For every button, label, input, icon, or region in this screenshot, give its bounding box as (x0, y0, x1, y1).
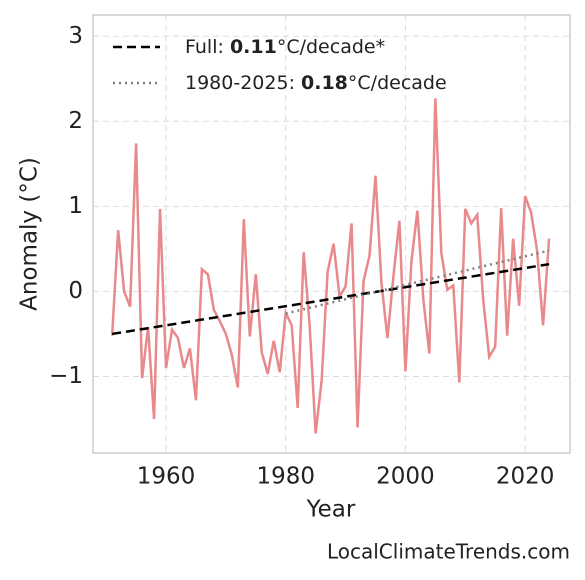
x-tick-label: 1960 (137, 464, 196, 490)
y-tick-label: 2 (68, 108, 83, 134)
y-tick-label: 1 (68, 193, 83, 219)
plot-frame (92, 14, 571, 454)
legend-label: Full: 0.11°C/decade* (185, 36, 385, 58)
footer: LocalClimateTrends.com (327, 540, 570, 564)
data-line (110, 98, 551, 434)
y-tick-label: 0 (68, 278, 83, 304)
x-axis-label: Year (306, 497, 356, 523)
x-tick-label: 2000 (376, 464, 435, 490)
y-axis-label: Anomaly (°C) (17, 157, 43, 311)
y-tick-label: −1 (49, 363, 83, 389)
x-tick-label: 2020 (496, 464, 555, 490)
x-tick-label: 1980 (256, 464, 315, 490)
y-tick-label: 3 (68, 23, 83, 49)
legend-label: 1980-2025: 0.18°C/decade (185, 72, 447, 94)
data-line (111, 262, 550, 336)
